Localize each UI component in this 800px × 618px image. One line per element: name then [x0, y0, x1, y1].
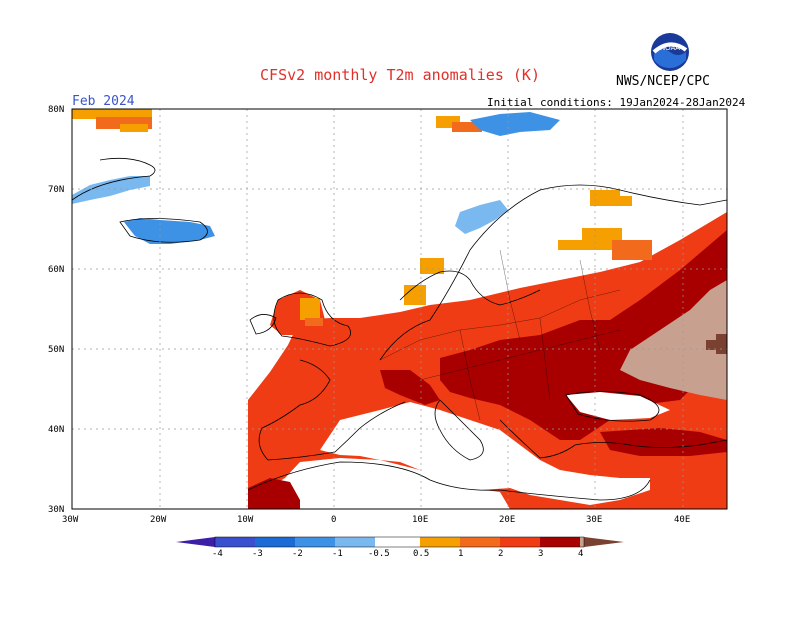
- noaa-logo-text: NOAA: [660, 45, 680, 52]
- lat-label: 30N: [48, 505, 64, 515]
- lon-labels: 30W 20W 10W 0 10E 20E 30E 40E: [62, 515, 690, 525]
- lat-label: 70N: [48, 185, 64, 195]
- colorbar-swatch: [460, 537, 500, 547]
- coastlines: [72, 157, 727, 501]
- colorbar-label: -3: [252, 549, 263, 559]
- colorbar-label: 1: [458, 549, 463, 559]
- lon-label: 30E: [586, 515, 602, 525]
- lon-label: 20E: [499, 515, 515, 525]
- lat-label: 40N: [48, 425, 64, 435]
- lon-label: 10W: [237, 515, 254, 525]
- lat-label: 60N: [48, 265, 64, 275]
- colorbar-swatch: [335, 537, 375, 547]
- sea-areas: [320, 392, 670, 505]
- map-title: CFSv2 monthly T2m anomalies (K): [260, 66, 540, 84]
- colorbar-swatch: [295, 537, 335, 547]
- map-frame: [71, 108, 728, 510]
- colorbar-label: -0.5: [368, 549, 390, 559]
- forecast-month: Feb 2024: [72, 94, 135, 109]
- colorbar-label: 4: [578, 549, 583, 559]
- colorbar-swatch: [580, 537, 584, 547]
- colorbar-label: 3: [538, 549, 543, 559]
- graticule: [72, 109, 727, 509]
- colorbar-arrow-left: [176, 537, 215, 547]
- colorbar-swatch: [540, 537, 580, 547]
- lon-label: 0: [331, 515, 336, 525]
- borders: [379, 249, 621, 421]
- colorbar-arrow-right: [584, 537, 624, 547]
- colorbar-label: -2: [292, 549, 303, 559]
- colorbar-outline: [214, 536, 585, 548]
- noaa-logo-icon: NOAA: [651, 33, 689, 71]
- lat-labels: 80N 70N 60N 50N 40N 30N: [48, 105, 64, 515]
- lon-label: 30W: [62, 515, 79, 525]
- colorbar-labels: -4 -3 -2 -1 -0.5 0.5 1 2 3 4: [212, 549, 583, 559]
- lat-label: 50N: [48, 345, 64, 355]
- initial-conditions: Initial conditions: 19Jan2024-28Jan2024: [487, 96, 746, 109]
- colorbar-swatch: [420, 537, 460, 547]
- lon-label: 20W: [150, 515, 167, 525]
- lon-label: 40E: [674, 515, 690, 525]
- agency-label: NWS/NCEP/CPC: [616, 74, 710, 89]
- colorbar-label: -4: [212, 549, 223, 559]
- colorbar-label: 0.5: [413, 549, 429, 559]
- color-legend: [176, 536, 624, 548]
- colorbar-swatch: [255, 537, 295, 547]
- colorbar-swatch: [215, 537, 255, 547]
- lon-label: 10E: [412, 515, 428, 525]
- colorbar-label: -1: [332, 549, 343, 559]
- colorbar-swatch: [500, 537, 540, 547]
- lat-label: 80N: [48, 105, 64, 115]
- colorbar-label: 2: [498, 549, 503, 559]
